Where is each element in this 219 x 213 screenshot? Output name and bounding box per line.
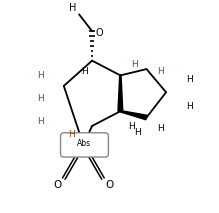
Text: H: H	[134, 128, 141, 137]
Text: H: H	[37, 117, 44, 126]
Text: O: O	[95, 28, 103, 38]
Text: H: H	[37, 94, 44, 103]
Text: H: H	[131, 60, 138, 69]
Polygon shape	[120, 111, 147, 120]
Text: H: H	[157, 67, 164, 76]
Text: H: H	[128, 122, 135, 131]
Text: H: H	[37, 71, 44, 80]
Text: H: H	[186, 75, 193, 84]
Text: O: O	[105, 180, 113, 190]
Text: H: H	[68, 130, 75, 139]
Text: H: H	[69, 3, 77, 13]
Text: O: O	[53, 180, 62, 190]
Text: Abs: Abs	[77, 139, 92, 148]
Text: H: H	[157, 124, 164, 132]
Text: H: H	[81, 67, 88, 76]
Text: H: H	[186, 102, 193, 111]
Polygon shape	[118, 75, 123, 111]
FancyBboxPatch shape	[60, 133, 108, 157]
